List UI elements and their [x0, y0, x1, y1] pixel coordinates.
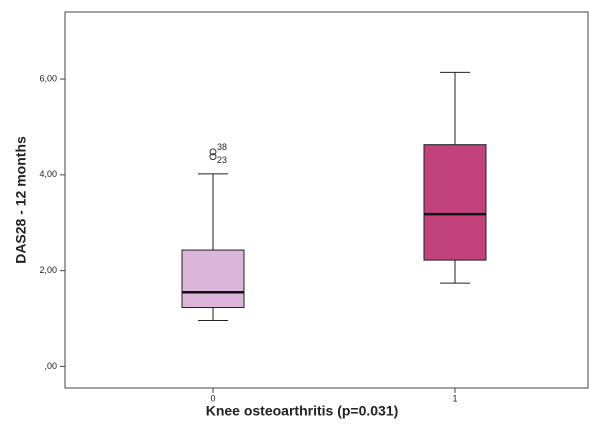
outlier-label: 23	[217, 155, 227, 165]
x-tick-label: 1	[452, 393, 457, 403]
y-axis-label: DAS28 - 12 months	[13, 136, 29, 264]
y-tick-label: 6,00	[39, 73, 57, 83]
x-axis-label: Knee osteoarthritis (p=0.031)	[206, 403, 399, 419]
box	[423, 144, 487, 261]
box	[181, 249, 245, 309]
y-tick-label: 2,00	[39, 265, 57, 275]
outlier-label: 38	[217, 142, 227, 152]
y-tick-label: 4,00	[39, 169, 57, 179]
x-tick-label: 0	[210, 393, 215, 403]
y-tick-label: ,00	[44, 361, 57, 371]
outlier	[209, 148, 217, 156]
outlier	[209, 153, 217, 161]
plot-frame	[64, 11, 589, 389]
